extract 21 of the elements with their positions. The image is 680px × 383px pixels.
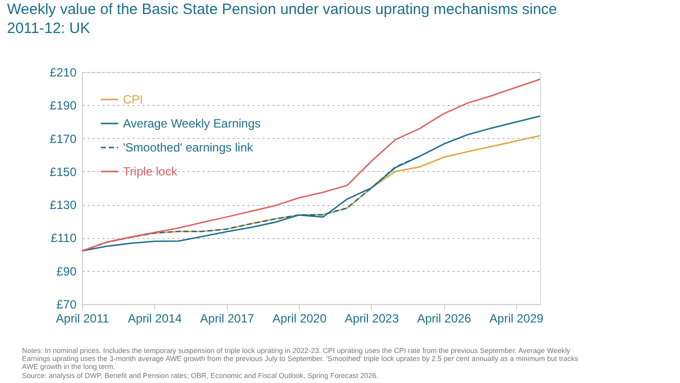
legend-label: Average Weekly Earnings	[123, 116, 261, 130]
x-tick-label: April 2029	[489, 312, 544, 326]
line-series	[81, 78, 541, 252]
x-tick-label: April 2026	[417, 312, 472, 326]
legend-label: CPI	[123, 92, 144, 106]
x-tick-label: April 2011	[56, 312, 110, 326]
legend-label: 'Smoothed' earnings link	[123, 140, 254, 154]
y-tick-label: £110	[50, 231, 77, 246]
y-tick-label: £190	[50, 98, 77, 113]
legend-label: Triple lock	[123, 164, 178, 178]
y-tick-label: £170	[50, 132, 77, 146]
x-tick-label: April 2017	[200, 312, 254, 326]
y-tick-label: £210	[50, 66, 77, 80]
y-tick-label: £70	[56, 298, 77, 312]
y-tick-label: £130	[50, 198, 77, 212]
y-tick-label: £150	[50, 164, 77, 179]
x-tick-label: April 2020	[272, 312, 327, 326]
y-tick-label: £90	[56, 264, 77, 278]
chart-title: Weekly value of the Basic State Pension under various uprating mechanisms since 2011-12: UK	[7, 1, 558, 37]
x-tick-label: April 2014	[128, 312, 182, 326]
x-tick-label: April 2023	[344, 312, 400, 326]
